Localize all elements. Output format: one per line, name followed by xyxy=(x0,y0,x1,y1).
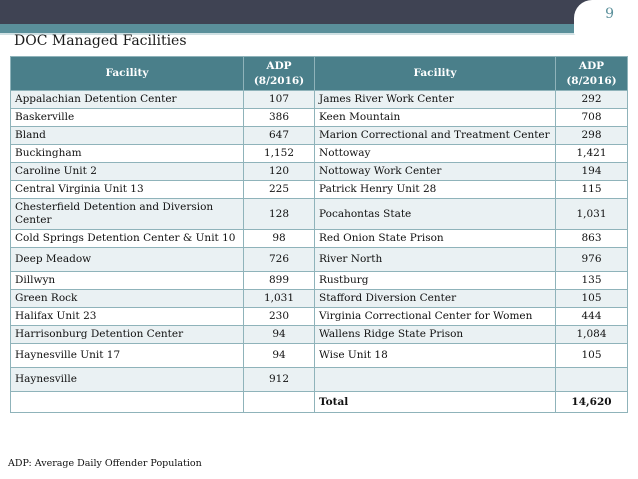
right-adp-cell: 135 xyxy=(555,271,628,290)
table-row: Green Rock 1,031 Stafford Diversion Center… xyxy=(10,289,628,308)
left-facility-cell: Buckingham xyxy=(10,144,244,163)
right-facility-cell: Wallens Ridge State Prison xyxy=(314,325,556,344)
right-adp-cell: 292 xyxy=(555,90,628,109)
right-adp-cell: 194 xyxy=(555,162,628,181)
table-row: Caroline Unit 2 120 Nottoway Work Center 19… xyxy=(10,162,628,181)
table-row: Central Virginia Unit 13 225 Patrick Henry… xyxy=(10,180,628,199)
left-adp-cell: 1,152 xyxy=(243,144,315,163)
left-adp-cell: 107 xyxy=(243,90,315,109)
table-row: Haynesville 912 xyxy=(10,367,628,392)
table-row: Harrisonburg Detention Center 94 Wallens R… xyxy=(10,325,628,344)
page-number: 9 xyxy=(605,6,614,22)
left-adp-cell: 647 xyxy=(243,126,315,145)
right-adp-cell: 115 xyxy=(555,180,628,199)
right-facility-cell: Wise Unit 18 xyxy=(314,343,556,368)
left-adp-cell: 128 xyxy=(243,198,315,230)
table-row: Haynesville Unit 17 94 Wise Unit 18 105 xyxy=(10,343,628,368)
right-adp-cell: 105 xyxy=(555,343,628,368)
left-facility-cell: Cold Springs Detention Center & Unit 10 xyxy=(10,229,244,248)
left-adp-cell: 98 xyxy=(243,229,315,248)
left-adp-cell: 225 xyxy=(243,180,315,199)
left-facility-cell: Baskerville xyxy=(10,108,244,127)
left-facility-cell: Haynesville xyxy=(10,367,244,392)
right-adp-cell: 444 xyxy=(555,307,628,326)
right-adp-cell: 1,421 xyxy=(555,144,628,163)
header-adp-right: ADP (8/2016) xyxy=(555,56,628,91)
left-adp-cell: 230 xyxy=(243,307,315,326)
header-adp-date: (8/2016) xyxy=(253,74,305,87)
left-facility-cell: Haynesville Unit 17 xyxy=(10,343,244,368)
right-facility-cell: Nottoway Work Center xyxy=(314,162,556,181)
left-adp-cell: 899 xyxy=(243,271,315,290)
header-facility-right: Facility xyxy=(314,56,556,91)
left-facility-cell: Central Virginia Unit 13 xyxy=(10,180,244,199)
header-adp-left: ADP (8/2016) xyxy=(243,56,315,91)
total-row: Total 14,620 xyxy=(10,391,628,413)
page-title: DOC Managed Facilities xyxy=(14,33,187,49)
header-adp-label: ADP xyxy=(266,59,292,72)
left-adp-cell: 912 xyxy=(243,367,315,392)
table-row: Chesterfield Detention and Diversion Cen… xyxy=(10,198,628,230)
right-facility-cell: Red Onion State Prison xyxy=(314,229,556,248)
facilities-table: Facility ADP (8/2016) Facility ADP (8/20… xyxy=(10,56,628,413)
accent-band xyxy=(0,24,638,33)
right-adp-cell: 863 xyxy=(555,229,628,248)
left-adp-cell: 94 xyxy=(243,343,315,368)
right-adp-cell xyxy=(555,367,628,392)
header-adp-label: ADP xyxy=(578,59,605,72)
right-adp-cell: 1,084 xyxy=(555,325,628,344)
total-label: Total xyxy=(314,391,556,413)
header-adp-date: (8/2016) xyxy=(566,74,617,87)
left-adp-cell: 726 xyxy=(243,247,315,272)
right-facility-cell: Stafford Diversion Center xyxy=(314,289,556,308)
table-row: Bland 647 Marion Correctional and Treatmen… xyxy=(10,126,628,145)
left-facility-cell: Halifax Unit 23 xyxy=(10,307,244,326)
right-adp-cell: 298 xyxy=(555,126,628,145)
table-row: Dillwyn 899 Rustburg 135 xyxy=(10,271,628,290)
left-facility-cell: Harrisonburg Detention Center xyxy=(10,325,244,344)
right-facility-cell: Virginia Correctional Center for Women xyxy=(314,307,556,326)
table-row: Halifax Unit 23 230 Virginia Correctional … xyxy=(10,307,628,326)
table-header-row: Facility ADP (8/2016) Facility ADP (8/20… xyxy=(10,56,628,91)
left-adp-cell: 1,031 xyxy=(243,289,315,308)
table-row: Deep Meadow 726 River North 976 xyxy=(10,247,628,272)
table-row: Cold Springs Detention Center & Unit 10 9… xyxy=(10,229,628,248)
footnote: ADP: Average Daily Offender Population xyxy=(8,458,202,469)
total-value: 14,620 xyxy=(555,391,628,413)
left-adp-cell: 386 xyxy=(243,108,315,127)
right-facility-cell: River North xyxy=(314,247,556,272)
left-facility-cell: Bland xyxy=(10,126,244,145)
accent-band-highlight xyxy=(0,33,638,35)
right-facility-cell: Rustburg xyxy=(314,271,556,290)
left-facility-cell: Dillwyn xyxy=(10,271,244,290)
left-adp-cell: 120 xyxy=(243,162,315,181)
right-facility-cell: Keen Mountain xyxy=(314,108,556,127)
left-facility-cell: Appalachian Detention Center xyxy=(10,90,244,109)
right-facility-cell: Marion Correctional and Treatment Center xyxy=(314,126,556,145)
right-facility-cell xyxy=(314,367,556,392)
left-adp-cell: 94 xyxy=(243,325,315,344)
table-row: Buckingham 1,152 Nottoway 1,421 xyxy=(10,144,628,163)
left-facility-cell: Caroline Unit 2 xyxy=(10,162,244,181)
right-adp-cell: 1,031 xyxy=(555,198,628,230)
header-facility-left: Facility xyxy=(10,56,244,91)
table-row: Appalachian Detention Center 107 James Riv… xyxy=(10,90,628,109)
right-adp-cell: 105 xyxy=(555,289,628,308)
right-adp-cell: 708 xyxy=(555,108,628,127)
top-band xyxy=(0,0,638,24)
total-empty-cell xyxy=(10,391,244,413)
right-adp-cell: 976 xyxy=(555,247,628,272)
left-facility-cell: Green Rock xyxy=(10,289,244,308)
left-facility-cell: Chesterfield Detention and Diversion Cen… xyxy=(10,198,244,230)
right-facility-cell: Patrick Henry Unit 28 xyxy=(314,180,556,199)
right-facility-cell: Pocahontas State xyxy=(314,198,556,230)
left-facility-cell: Deep Meadow xyxy=(10,247,244,272)
right-facility-cell: Nottoway xyxy=(314,144,556,163)
total-empty-cell xyxy=(243,391,315,413)
table-row: Baskerville 386 Keen Mountain 708 xyxy=(10,108,628,127)
table-body: Appalachian Detention Center 107 James Riv… xyxy=(10,90,628,413)
page-number-tab xyxy=(574,0,638,35)
right-facility-cell: James River Work Center xyxy=(314,90,556,109)
